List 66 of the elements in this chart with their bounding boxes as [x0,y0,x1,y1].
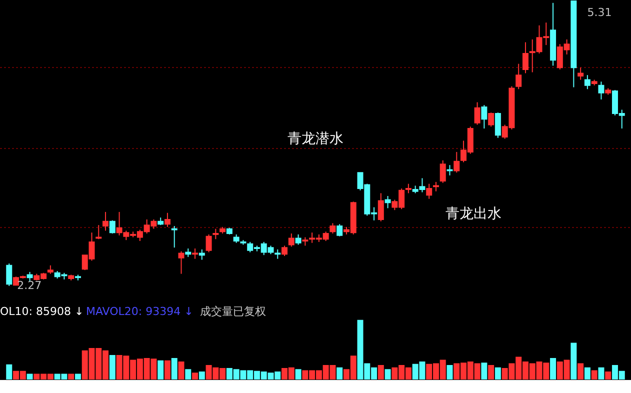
annotation: 5.31 [587,6,612,19]
candlestick [102,211,109,232]
candlestick [164,212,170,228]
annotation: 2.27 [17,279,42,292]
candlestick [192,248,198,260]
candlestick [171,226,178,248]
bar [68,374,74,380]
candlestick [488,112,494,128]
candlestick [494,112,501,138]
bar [578,363,584,380]
bar [481,362,488,380]
candlestick [26,271,33,282]
text: OL10: 85908 ↓ [0,305,84,318]
bar [158,360,164,380]
candlestick [405,183,412,194]
text: MAVOL20: 93394 ↓ [86,305,194,318]
candlestick [432,181,439,192]
bar [384,369,391,380]
bar [74,374,81,380]
bar [171,358,178,380]
candlestick [584,74,590,90]
bar [570,342,577,380]
candlestick [578,67,584,80]
annotation: 青龙潜水 [288,131,344,147]
bar [605,371,612,380]
candlestick [336,224,343,237]
candlestick [198,248,205,260]
annotation: 青龙出水 [445,206,502,222]
candlestick [178,250,184,274]
bar [494,367,501,380]
bar [446,365,453,380]
candlestick [282,245,288,256]
bar [598,367,604,380]
bar [109,355,116,380]
bar [336,367,343,380]
candlestick [295,234,302,246]
candlestick [378,192,384,222]
bar [178,362,184,380]
candlestick [288,233,294,248]
bar [185,369,192,380]
bar [584,367,590,380]
bar [488,365,494,380]
candlestick [6,263,12,286]
text: 成交量已复权 [200,305,266,318]
candlestick [522,42,528,74]
bar [550,358,556,380]
bar [164,360,170,380]
bar [26,374,33,380]
candlestick [109,220,116,234]
candlestick [384,196,391,209]
candlestick [440,160,446,184]
bar [198,371,205,380]
candlestick [516,63,522,90]
bar [6,364,12,380]
candlestick [206,234,212,253]
candlestick [330,222,336,234]
candlestick [481,104,488,129]
bar [192,372,198,380]
bar [591,370,598,380]
candlestick [474,102,480,126]
candlestick [454,151,460,174]
candlestick [598,81,604,100]
bar [295,369,302,380]
candlestick [212,228,219,240]
candlestick [426,183,432,200]
bar [378,365,384,380]
